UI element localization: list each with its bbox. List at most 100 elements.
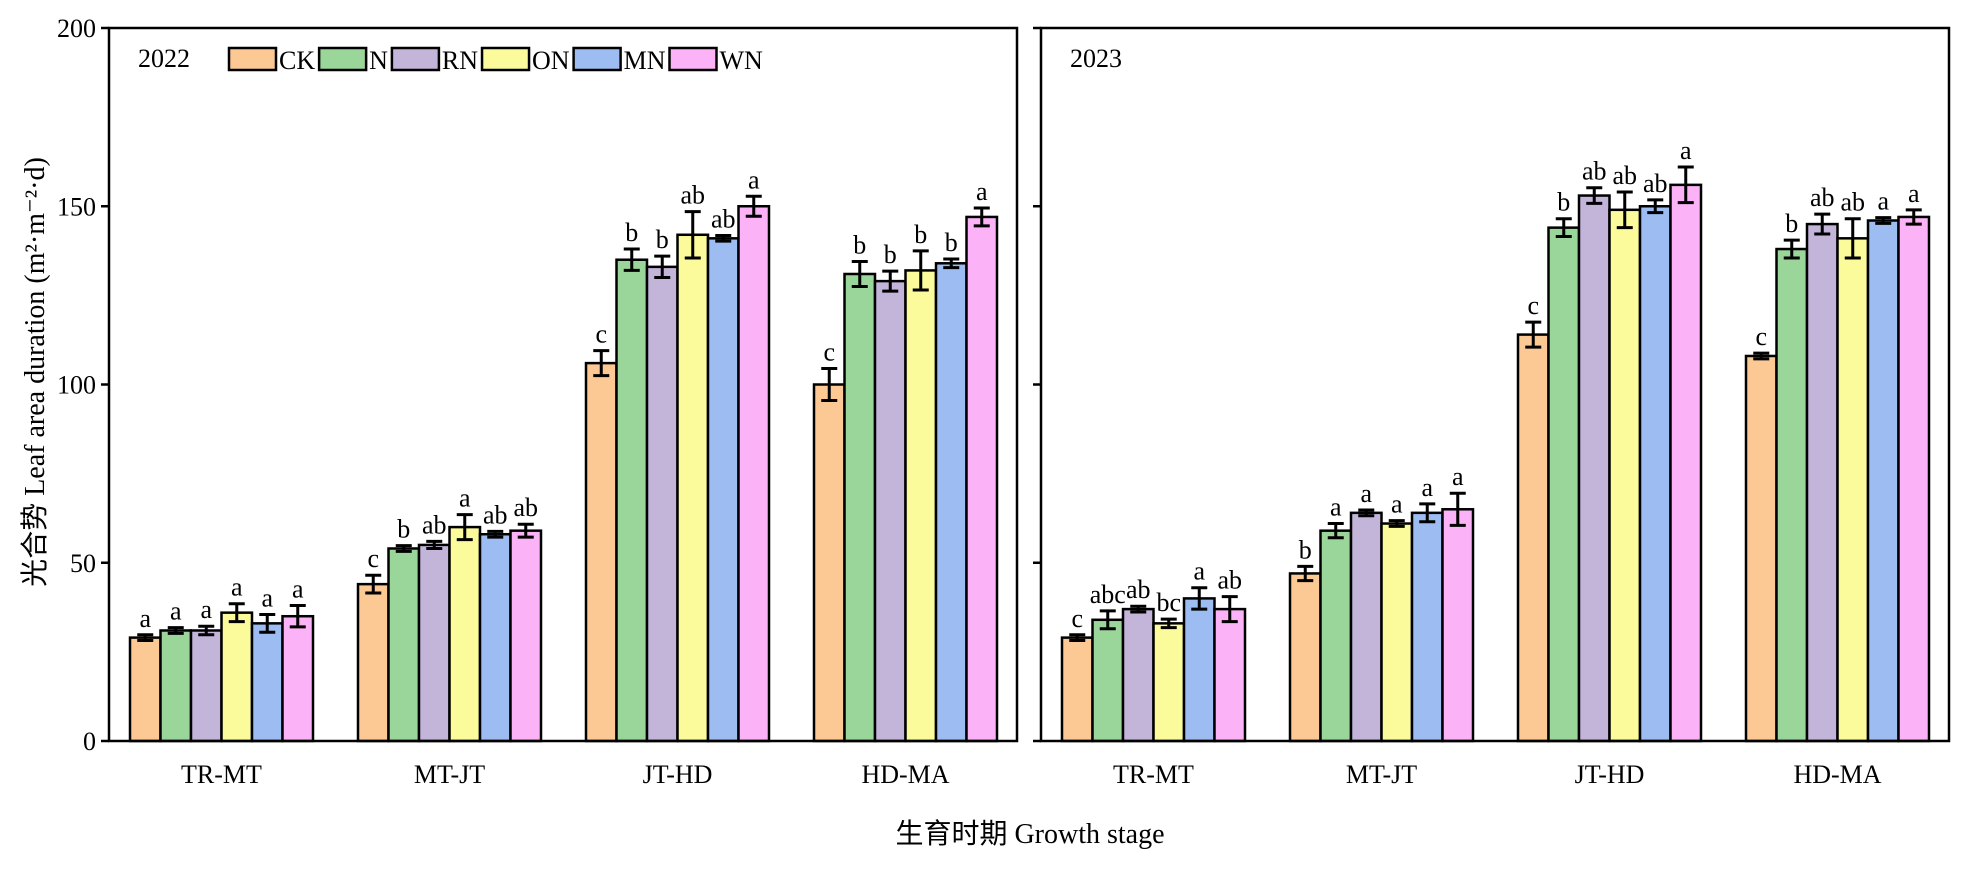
significance-label: c <box>367 544 379 573</box>
legend-label: MN <box>624 46 666 75</box>
significance-label: b <box>1299 535 1312 564</box>
bar-on <box>448 525 482 743</box>
bar-mn <box>706 237 740 743</box>
legend: CK N RN ON MN WN <box>227 46 763 75</box>
legend-item-ck: CK <box>227 46 315 75</box>
significance-label: ab <box>1217 566 1242 595</box>
significance-label: ab <box>711 204 736 233</box>
bar-rn <box>1577 194 1611 743</box>
y-axis-title: 光合势 Leaf area duration (m²·m⁻²·d) <box>19 157 51 587</box>
significance-label: ab <box>483 500 508 529</box>
bar-n <box>159 629 193 743</box>
significance-label: ab <box>422 510 447 539</box>
x-tick-label: TR-MT <box>1113 760 1194 789</box>
bar-mn <box>250 622 284 743</box>
x-tick-label: JT-HD <box>643 760 713 789</box>
bar-rn <box>189 629 223 743</box>
bar-on <box>904 269 938 743</box>
significance-label: ab <box>680 181 705 210</box>
significance-label: c <box>1527 291 1539 320</box>
bar-rn <box>1121 607 1155 743</box>
legend-item-mn: MN <box>572 46 666 75</box>
panel-year-label: 2022 <box>138 44 190 73</box>
significance-label: a <box>748 165 760 194</box>
bar-ck <box>128 636 162 743</box>
bar-on <box>1608 208 1642 743</box>
bar-wn <box>1669 183 1703 743</box>
significance-label: a <box>170 597 182 626</box>
x-axis-title: 生育时期 Growth stage <box>895 818 1164 850</box>
bar-ck <box>1060 636 1094 743</box>
significance-label: b <box>656 225 669 254</box>
legend-swatch <box>480 46 531 72</box>
bar-rn <box>645 265 679 743</box>
significance-label: a <box>1421 473 1433 502</box>
bar-on <box>1380 522 1414 743</box>
bar-n <box>1319 529 1353 743</box>
bar-on <box>220 611 254 743</box>
legend-swatch <box>317 46 368 72</box>
y-tick-label: 150 <box>57 192 96 221</box>
bar-wn <box>1897 215 1931 743</box>
legend-label: CK <box>279 46 315 75</box>
significance-label: b <box>397 515 410 544</box>
bar-ck <box>356 582 390 743</box>
bar-wn <box>509 529 543 743</box>
significance-label: a <box>231 573 243 602</box>
bar-on <box>676 233 710 743</box>
significance-label: a <box>1330 493 1342 522</box>
significance-label: ab <box>1840 188 1865 217</box>
significance-label: a <box>139 604 151 633</box>
legend-item-wn: WN <box>668 46 763 75</box>
legend-item-on: ON <box>480 46 570 75</box>
x-tick-label: HD-MA <box>1793 760 1881 789</box>
significance-label: b <box>625 218 638 247</box>
bar-ck <box>1744 354 1778 743</box>
legend-label: N <box>369 46 388 75</box>
significance-label: c <box>1755 322 1767 351</box>
y-tick-label: 100 <box>57 371 96 400</box>
bar-mn <box>478 532 512 743</box>
significance-label: a <box>1908 179 1920 208</box>
significance-label: ab <box>1643 169 1668 198</box>
significance-label: a <box>261 583 273 612</box>
x-tick-label: JT-HD <box>1575 760 1645 789</box>
y-tick-label: 0 <box>83 727 96 756</box>
significance-label: a <box>976 177 988 206</box>
significance-label: a <box>1391 490 1403 519</box>
significance-label: b <box>884 240 897 269</box>
y-tick-label: 200 <box>57 14 96 43</box>
bar-wn <box>965 215 999 743</box>
bar-wn <box>737 205 771 743</box>
significance-label: abc <box>1090 580 1126 609</box>
significance-label: ab <box>1612 161 1637 190</box>
significance-label: a <box>1193 557 1205 586</box>
significance-label: b <box>1785 209 1798 238</box>
bar-mn <box>1866 219 1900 743</box>
significance-label: a <box>459 484 471 513</box>
significance-label: a <box>1877 187 1889 216</box>
legend-label: RN <box>442 46 478 75</box>
significance-label: ab <box>1810 183 1835 212</box>
significance-label: bc <box>1156 588 1181 617</box>
bar-n <box>615 258 649 743</box>
x-tick-label: MT-JT <box>1346 760 1417 789</box>
bar-wn <box>1213 607 1247 743</box>
bar-n <box>1091 618 1125 743</box>
bar-n <box>387 547 421 743</box>
legend-swatch <box>668 46 718 72</box>
bar-wn <box>1441 508 1475 743</box>
bar-ck <box>812 383 846 743</box>
bar-mn <box>1182 597 1216 743</box>
significance-label: ab <box>1126 575 1151 604</box>
bar-on <box>1836 237 1870 743</box>
significance-label: ab <box>513 493 538 522</box>
x-tick-label: MT-JT <box>414 760 485 789</box>
bar-n <box>1547 226 1581 743</box>
panel-year-label: 2023 <box>1070 44 1122 73</box>
legend-swatch <box>572 46 622 72</box>
bar-wn <box>281 614 315 743</box>
